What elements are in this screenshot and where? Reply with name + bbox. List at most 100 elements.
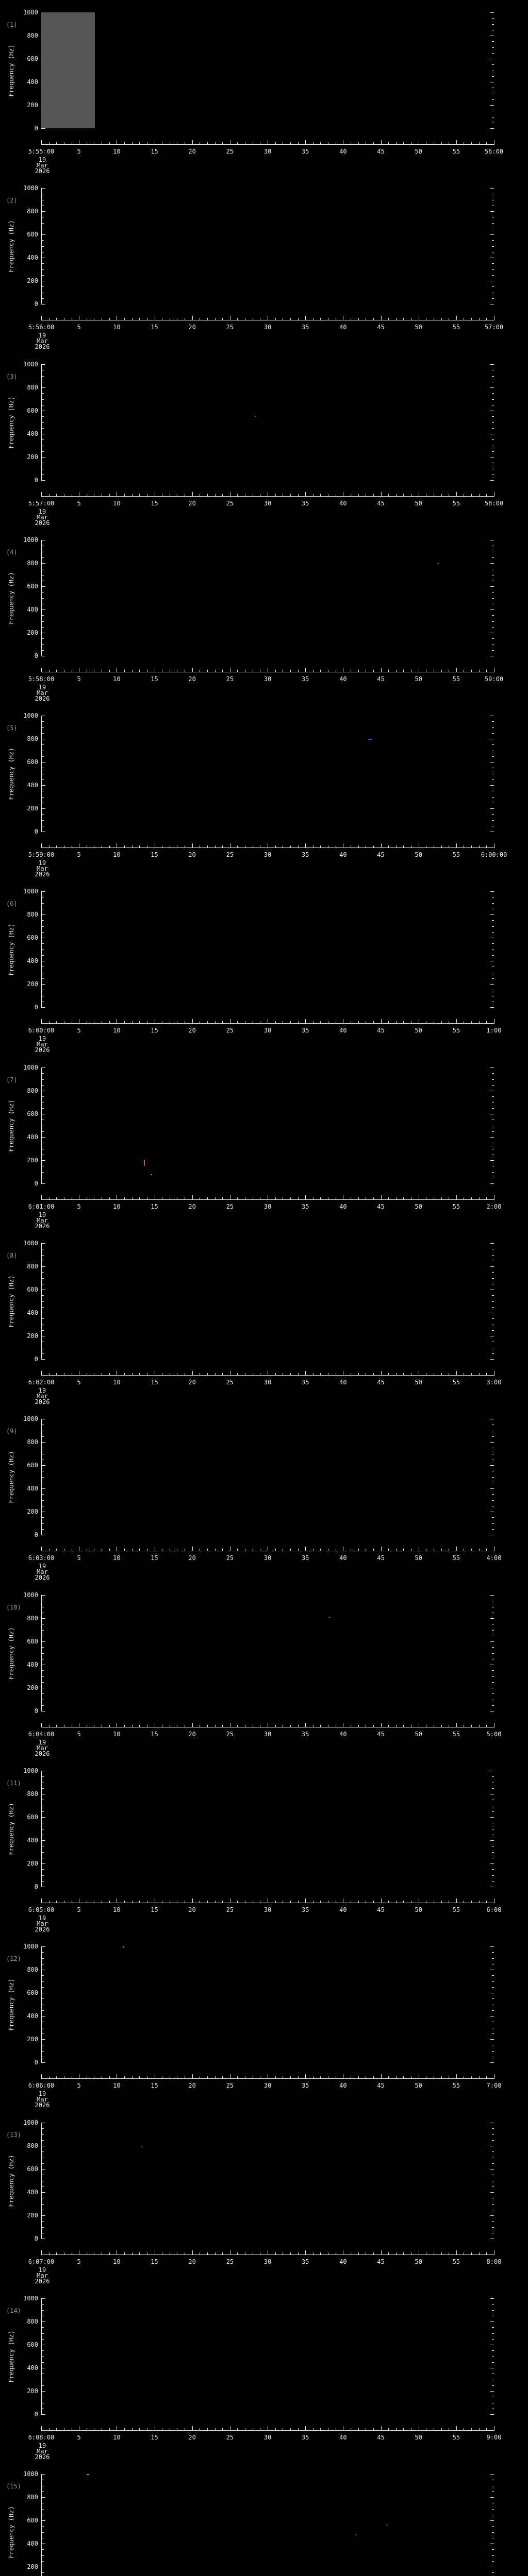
x-axis-tick: [305, 1195, 306, 1199]
x-tick-label: 20: [188, 851, 196, 858]
right-axis-tick: [492, 474, 494, 475]
y-axis-tick: [42, 393, 44, 394]
x-end-time-label: 8:00: [486, 2258, 502, 2265]
y-tick-label: 400: [27, 2364, 38, 2371]
x-tick-label: 10: [113, 2258, 121, 2265]
x-axis-tick: [214, 1197, 216, 1199]
x-axis-tick: [214, 318, 216, 320]
x-axis-tick: [471, 2252, 472, 2255]
y-axis-tick: [42, 943, 44, 944]
y-axis-tick: [42, 188, 45, 189]
right-axis-tick: [492, 298, 494, 299]
right-axis-tick: [490, 12, 494, 13]
x-axis-tick: [395, 142, 397, 144]
x-tick-label: 35: [301, 851, 309, 858]
x-axis-tick: [381, 1019, 382, 1023]
x-axis-tick: [222, 494, 223, 496]
x-axis-tick: [275, 1549, 276, 1551]
right-axis-tick: [492, 18, 494, 19]
x-axis-tick: [237, 1725, 238, 1727]
x-tick-label: 5: [77, 851, 81, 858]
y-tick-label: 400: [27, 1661, 38, 1668]
x-axis-tick: [275, 2252, 276, 2255]
x-axis-tick: [456, 140, 457, 144]
x-axis-tick: [275, 670, 276, 672]
x-axis-tick: [109, 1373, 110, 1375]
x-tick-label: 20: [188, 1379, 196, 1386]
x-tick-label: 5: [77, 324, 81, 331]
x-tick-label: 40: [339, 2258, 347, 2265]
x-axis-tick: [478, 1021, 480, 1023]
x-tick-label: 30: [263, 1203, 272, 1210]
x-axis-tick: [290, 1021, 291, 1023]
x-tick-label: 50: [415, 324, 422, 331]
right-axis-tick: [492, 2362, 494, 2363]
date-line: 2026: [35, 2453, 50, 2461]
y-axis-title: Frequency (Hz): [8, 2505, 15, 2558]
y-axis-tick: [42, 2327, 44, 2328]
y-axis-tick: [42, 2350, 44, 2351]
x-axis-tick: [109, 1901, 110, 1903]
right-axis-tick: [492, 621, 494, 622]
right-axis-tick: [492, 422, 494, 423]
x-axis-tick: [312, 318, 314, 320]
x-axis-tick: [109, 845, 110, 848]
x-axis-tick: [373, 2076, 374, 2078]
event-marker: [368, 739, 372, 740]
x-axis-tick: [373, 2428, 374, 2430]
right-axis-tick: [492, 820, 494, 821]
y-axis-tick: [42, 903, 44, 904]
x-axis-tick: [441, 494, 442, 496]
x-tick-label: 40: [339, 851, 347, 858]
right-axis-tick: [492, 2010, 494, 2011]
x-tick-label: 50: [415, 2258, 422, 2265]
x-axis-tick: [139, 2428, 140, 2430]
x-tick-label: 25: [226, 1906, 234, 1913]
x-tick-label: 5: [77, 1731, 81, 1738]
x-tick-label: 40: [339, 1379, 347, 1386]
panel-index-label: (14): [6, 2307, 21, 2314]
y-tick-label: 600: [27, 583, 38, 590]
date-line: 2026: [35, 343, 50, 350]
y-axis-tick: [42, 756, 44, 757]
right-axis-tick: [492, 779, 494, 780]
y-axis-line: [41, 364, 42, 481]
y-tick-label: 800: [27, 208, 38, 215]
x-axis-tick: [131, 142, 133, 144]
y-axis-tick: [42, 1529, 44, 1530]
x-axis-tick: [109, 2428, 110, 2430]
x-axis-tick: [275, 494, 276, 496]
x-axis-tick: [395, 670, 397, 672]
x-axis-tick: [358, 1549, 359, 1551]
right-axis-tick: [492, 1272, 494, 1273]
y-axis-tick: [42, 211, 45, 212]
x-axis-tick: [381, 316, 382, 320]
y-axis-tick: [42, 1987, 44, 1988]
x-axis-tick: [403, 1725, 404, 1727]
y-axis-tick: [42, 1067, 45, 1068]
x-tick-label: 55: [452, 2434, 460, 2441]
x-tick-label: 55: [452, 324, 460, 331]
x-axis-tick: [109, 2076, 110, 2078]
x-end-time-label: 1:00: [486, 1027, 502, 1034]
x-axis-tick: [478, 1373, 480, 1375]
y-tick-label: 600: [27, 758, 38, 766]
x-axis-tick: [207, 142, 208, 144]
x-tick-label: 20: [188, 1731, 196, 1738]
x-axis-tick: [486, 1373, 487, 1375]
y-axis-tick: [42, 1084, 44, 1086]
right-axis-tick: [492, 2385, 494, 2386]
x-axis-tick: [124, 1197, 125, 1199]
x-tick-label: 25: [226, 500, 234, 507]
y-axis-line: [41, 2474, 42, 2576]
x-axis-tick: [109, 494, 110, 496]
x-axis-tick: [403, 494, 404, 496]
x-axis-tick: [41, 1371, 42, 1375]
x-tick-label: 20: [188, 1554, 196, 1562]
x-axis-tick: [275, 1725, 276, 1727]
x-tick-label: 50: [415, 1379, 422, 1386]
x-axis-tick: [298, 1901, 299, 1903]
date-line: 2026: [35, 519, 50, 527]
y-tick-label: 600: [27, 2341, 38, 2348]
right-axis-tick: [492, 1084, 494, 1086]
